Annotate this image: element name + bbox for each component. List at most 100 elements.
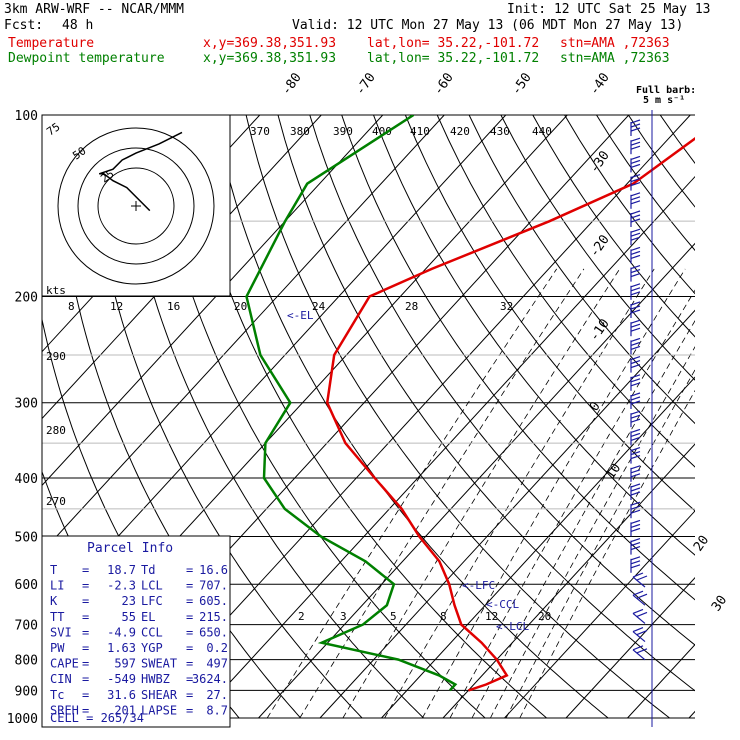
mixing-ratio-label-low: 12 bbox=[485, 610, 498, 623]
wind-barb bbox=[632, 645, 648, 661]
parcel-row-eq2: = bbox=[186, 594, 193, 608]
wind-barb-flag bbox=[630, 214, 641, 219]
hodograph-unit: kts bbox=[46, 284, 66, 297]
wind-barb-flag bbox=[630, 323, 641, 328]
wind-barb-flag bbox=[630, 283, 641, 288]
mixing-ratio-line bbox=[449, 289, 695, 719]
wind-barb-flag bbox=[630, 560, 641, 565]
isotherm-label: 30 bbox=[709, 593, 730, 614]
hodograph-ring-75 bbox=[57, 127, 215, 285]
parcel-info-title: Parcel Info bbox=[87, 541, 173, 556]
hodograph-ring-label-50: 50 bbox=[70, 144, 88, 162]
wind-barb-flag bbox=[630, 538, 641, 543]
parcel-row-eq2: = bbox=[186, 563, 193, 577]
mixing-ratio-line bbox=[471, 320, 695, 719]
wind-barb-flag bbox=[630, 287, 641, 292]
parcel-row-key2: CCL bbox=[141, 625, 163, 639]
wind-barb-flag bbox=[630, 137, 641, 142]
pressure-tick-label: 900 bbox=[15, 684, 38, 699]
mixing-ratio-label: 8 bbox=[68, 300, 75, 313]
parcel-row-eq: = bbox=[82, 672, 89, 686]
isotherm-line bbox=[381, 376, 695, 719]
wind-barbs bbox=[630, 110, 653, 727]
parcel-row-value2: 0.2 bbox=[206, 641, 228, 655]
isotherm-label: 20 bbox=[691, 533, 712, 554]
wind-barb-flag bbox=[632, 572, 644, 578]
pressure-tick-label: 700 bbox=[15, 619, 38, 634]
isotherm-line bbox=[442, 443, 695, 719]
isotherm-line bbox=[258, 242, 695, 719]
wind-barb-flag bbox=[632, 608, 644, 614]
parcel-row-eq: = bbox=[82, 688, 89, 702]
wind-barb-flag bbox=[636, 630, 648, 636]
mixing-ratio-label: 20 bbox=[234, 300, 247, 313]
parcel-row-key2: Td bbox=[141, 563, 155, 577]
parcel-row-eq2: = bbox=[186, 703, 193, 717]
dewpoint-latlon: lat,lon= 35.22,-101.72 bbox=[367, 51, 540, 66]
wind-barb-flag bbox=[630, 119, 641, 124]
parcel-row-value2: 27. bbox=[206, 688, 228, 702]
pressure-tick-label: 200 bbox=[15, 291, 38, 306]
parcel-row-value2: 650. bbox=[199, 625, 228, 639]
mixing-ratio-line bbox=[421, 268, 686, 719]
mixing-ratio-line bbox=[490, 346, 695, 719]
dewpoint-xy: x,y=369.38,351.93 bbox=[203, 51, 337, 66]
parcel-row-key2: EL bbox=[141, 610, 155, 624]
wind-barb-flag bbox=[630, 392, 641, 397]
wind-barb bbox=[630, 119, 641, 136]
parcel-row-key2: LAPSE bbox=[141, 703, 177, 717]
parcel-cell: CELL = 265/34 bbox=[50, 711, 144, 725]
parcel-row-eq2: = bbox=[186, 688, 193, 702]
theta-label: 390 bbox=[333, 125, 353, 138]
level-el: <-EL bbox=[287, 309, 314, 322]
wind-barb bbox=[630, 556, 641, 573]
wind-barb bbox=[630, 392, 641, 409]
hodograph-ring-25 bbox=[97, 167, 175, 245]
theta-label-left: 290 bbox=[46, 350, 66, 363]
parcel-row-eq: = bbox=[82, 594, 89, 608]
parcel-row-value: 18.7 bbox=[107, 563, 136, 577]
isotherm-line bbox=[688, 710, 695, 719]
level-ccl: <-CCL bbox=[486, 598, 519, 611]
theta-label: 440 bbox=[532, 125, 552, 138]
wind-barb-flag bbox=[630, 414, 641, 419]
mixing-ratio-label: 16 bbox=[167, 300, 180, 313]
full-barb-unit: 5 m s⁻¹ bbox=[643, 95, 685, 106]
isotherm-label: -70 bbox=[353, 70, 379, 98]
model-title: 3km ARW-WRF -- NCAR/MMM bbox=[4, 2, 185, 17]
parcel-info-panel: Parcel Info T = 18.7 Td = 16.6 LI = -2.3 LCL = 707.… bbox=[41, 535, 231, 728]
parcel-row-key: TT bbox=[50, 610, 64, 624]
wind-barb-flag bbox=[630, 428, 641, 433]
parcel-row-key2: SHEAR bbox=[141, 688, 178, 702]
hodograph-ring-50 bbox=[77, 147, 195, 265]
wind-barb bbox=[630, 192, 641, 209]
hodograph-trace bbox=[98, 131, 183, 212]
wind-barb-flag bbox=[630, 163, 641, 168]
parcel-row-key: CIN bbox=[50, 672, 72, 686]
parcel-row-value2: 16.6 bbox=[199, 563, 228, 577]
full-barb-label: Full barb: bbox=[636, 85, 696, 96]
mixing-ratio-label: 28 bbox=[405, 300, 418, 313]
wind-barb-flag bbox=[630, 196, 641, 201]
wind-barb bbox=[630, 246, 641, 264]
wind-barb-flag bbox=[630, 210, 641, 215]
temperature-legend: Temperature bbox=[8, 36, 95, 51]
wind-barb-staff bbox=[632, 576, 646, 588]
wind-barb-flag bbox=[630, 378, 641, 383]
wind-barb-flag bbox=[636, 611, 648, 617]
dry-adiabat bbox=[659, 115, 695, 165]
wind-barb bbox=[630, 356, 641, 373]
wind-barb bbox=[630, 428, 641, 446]
wind-barb-flag bbox=[636, 593, 648, 599]
wind-barb-flag bbox=[630, 123, 641, 128]
wind-barb-flag bbox=[630, 232, 641, 237]
wind-barb bbox=[630, 519, 641, 537]
wind-barb-flag bbox=[630, 374, 641, 379]
wind-barb-flag bbox=[630, 269, 641, 274]
wind-barb-flag bbox=[632, 590, 644, 596]
wind-barb-flag bbox=[630, 159, 641, 164]
parcel-row-eq2: = bbox=[186, 579, 193, 593]
pressure-tick-label: 600 bbox=[15, 578, 38, 593]
parcel-row-eq: = bbox=[82, 703, 89, 717]
wind-barb-flag bbox=[630, 356, 641, 361]
